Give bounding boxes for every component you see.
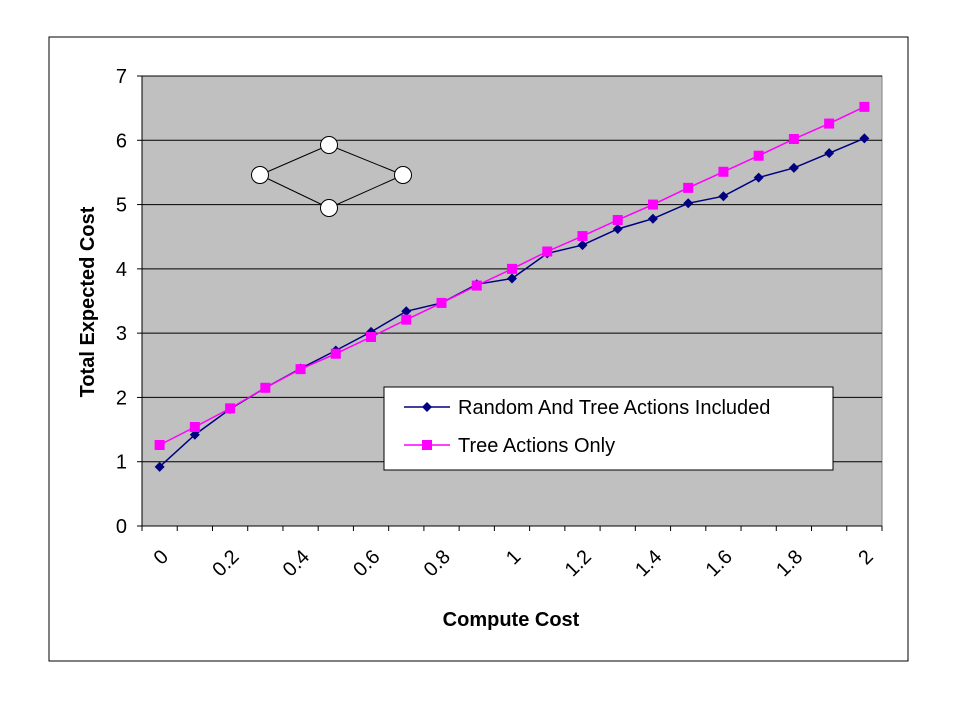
data-point-diamond bbox=[647, 213, 658, 224]
data-point-square bbox=[189, 422, 200, 432]
diagram-edge bbox=[328, 144, 404, 176]
legend: Random And Tree Actions Included Tree Ac… bbox=[383, 386, 834, 471]
inset-network-diagram bbox=[251, 136, 412, 217]
data-point-diamond bbox=[718, 191, 729, 202]
data-point-diamond bbox=[189, 429, 200, 440]
data-point-square bbox=[330, 348, 341, 359]
data-point-square bbox=[436, 297, 447, 308]
data-point-diamond bbox=[753, 172, 764, 183]
legend-marker-square bbox=[422, 440, 432, 450]
y-tick-label: 3 bbox=[116, 323, 127, 345]
data-point-square bbox=[859, 101, 870, 112]
legend-marker-diamond bbox=[422, 402, 432, 412]
data-point-diamond bbox=[859, 133, 870, 144]
data-point-diamond bbox=[788, 162, 799, 173]
data-point-square bbox=[507, 263, 517, 274]
data-point-square bbox=[542, 246, 553, 257]
diagram-node-left bbox=[251, 166, 269, 184]
diagram-edge bbox=[328, 174, 404, 209]
diagram-node-right bbox=[394, 166, 412, 184]
diagram-edge bbox=[259, 174, 330, 209]
legend-label-random-and-tree: Random And Tree Actions Included bbox=[458, 397, 770, 419]
diagram-node-bottom bbox=[320, 199, 338, 217]
y-tick-label: 4 bbox=[116, 259, 127, 281]
y-tick-label: 5 bbox=[116, 195, 127, 217]
data-point-square bbox=[295, 364, 306, 375]
data-point-square bbox=[401, 314, 412, 325]
series-layer bbox=[154, 101, 870, 472]
data-point-diamond bbox=[824, 148, 835, 159]
data-point-square bbox=[260, 382, 271, 393]
data-point-square bbox=[612, 215, 623, 225]
data-point-diamond bbox=[577, 240, 588, 251]
data-point-square bbox=[366, 332, 377, 342]
data-point-diamond bbox=[507, 273, 517, 284]
y-axis-title: Total Expected Cost bbox=[77, 206, 99, 397]
y-tick-label: 2 bbox=[116, 387, 127, 409]
data-point-diamond bbox=[612, 224, 623, 234]
diagram-edge bbox=[259, 144, 330, 176]
diagram-node-top bbox=[320, 136, 338, 154]
data-point-square bbox=[788, 134, 799, 144]
data-point-diamond bbox=[154, 461, 165, 472]
data-point-square bbox=[718, 166, 729, 177]
data-point-square bbox=[154, 440, 165, 450]
data-point-square bbox=[471, 280, 482, 291]
x-axis-title: Compute Cost bbox=[443, 609, 580, 631]
y-tick-label: 6 bbox=[116, 130, 127, 152]
data-point-square bbox=[824, 118, 835, 129]
data-point-square bbox=[647, 199, 658, 210]
y-tick-label: 0 bbox=[116, 516, 127, 538]
y-axis: 0 1 2 3 4 5 6 7 bbox=[116, 66, 143, 538]
legend-box bbox=[383, 386, 834, 471]
legend-label-tree-only: Tree Actions Only bbox=[458, 435, 615, 457]
data-point-square bbox=[225, 403, 236, 414]
data-point-square bbox=[753, 150, 764, 161]
data-point-square bbox=[683, 182, 694, 193]
data-point-diamond bbox=[401, 306, 412, 317]
data-point-diamond bbox=[683, 198, 694, 209]
data-point-square bbox=[577, 231, 588, 242]
y-tick-label: 1 bbox=[116, 452, 127, 474]
y-tick-label: 7 bbox=[116, 66, 127, 88]
